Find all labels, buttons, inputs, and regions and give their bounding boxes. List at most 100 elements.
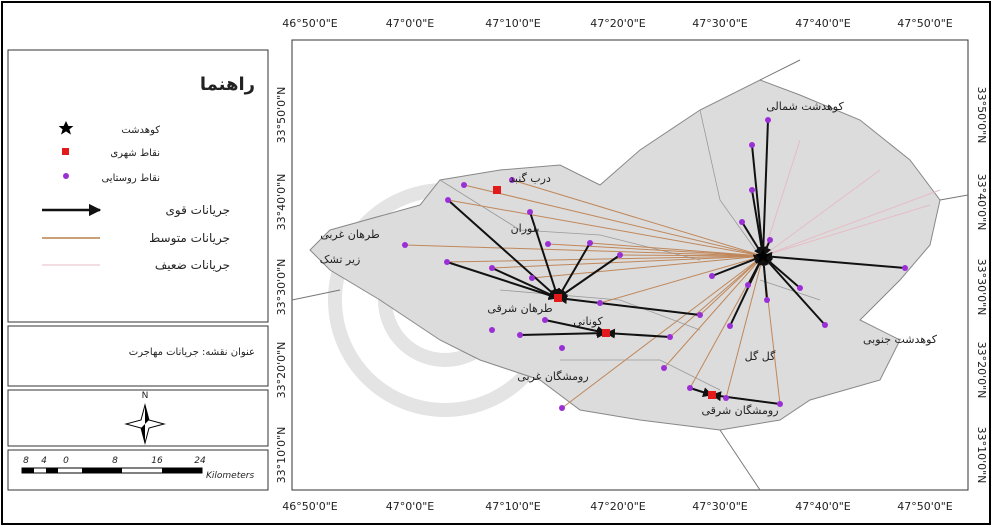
legend-square — [62, 148, 69, 155]
strong-flow — [741, 221, 764, 257]
place-label: گل گل — [745, 350, 776, 363]
village-point — [697, 312, 703, 318]
village-point — [764, 297, 770, 303]
weak-flow — [762, 139, 801, 257]
village-point — [509, 177, 515, 183]
strong-flow — [758, 119, 769, 257]
village-point — [723, 395, 729, 401]
village-point — [687, 385, 693, 391]
scale-label: 8 — [112, 456, 118, 466]
village-point — [461, 182, 467, 188]
legend-label: کوهدشت — [121, 125, 160, 136]
longitude-label: 47°10'0"E — [485, 500, 541, 513]
place-label: کوهدشت جنوبی — [863, 333, 938, 346]
strong-flow — [711, 391, 781, 405]
strong-flow — [762, 255, 826, 326]
village-point — [445, 197, 451, 203]
longitude-label: 47°10'0"E — [485, 17, 541, 30]
medium-flow — [561, 255, 764, 409]
medium-flow — [447, 199, 764, 257]
village-point — [902, 265, 908, 271]
longitude-label: 46°50'0"E — [282, 500, 338, 513]
strong-flow — [762, 251, 906, 269]
medium-flow — [663, 255, 764, 369]
latitude-label: 33°20'0"N — [975, 342, 988, 399]
strong-flow — [519, 328, 607, 339]
village-point — [517, 332, 523, 338]
village-point — [749, 187, 755, 193]
village-point — [489, 265, 495, 271]
weak-flow — [762, 169, 881, 257]
place-label: طرهان غربی — [320, 228, 380, 241]
place-label: زیر تشک — [320, 253, 361, 266]
strong-flow — [711, 254, 764, 277]
village-point — [739, 219, 745, 225]
longitude-label: 46°50'0"E — [282, 17, 338, 30]
scale-bar — [21, 467, 203, 474]
scale-label: 0 — [63, 456, 69, 466]
village-point — [667, 334, 673, 340]
place-label: درب گنبد — [509, 172, 551, 185]
legend-title: راهنما — [200, 74, 255, 95]
legend-label: جریانات قوی — [166, 203, 230, 218]
scale-unit: Kilometers — [206, 471, 254, 481]
place-label: کونانی — [573, 315, 603, 328]
strong-flow — [544, 319, 607, 337]
village-point — [797, 285, 803, 291]
village-point — [545, 241, 551, 247]
medium-flow — [599, 255, 764, 304]
north-box — [7, 389, 269, 447]
longitude-label: 47°20'0"E — [590, 17, 646, 30]
village-point — [402, 242, 408, 248]
latitude-label: 33°50'0"N — [975, 87, 988, 144]
medium-flow — [446, 255, 764, 263]
medium-flow — [547, 243, 764, 257]
north-label: N — [142, 391, 149, 401]
place-label: رومشگان غربی — [517, 370, 588, 383]
longitude-label: 47°40'0"E — [795, 17, 851, 30]
village-point — [822, 322, 828, 328]
village-point — [765, 117, 771, 123]
north-fill — [141, 405, 149, 443]
place-label: طرهان شرقی — [487, 302, 553, 315]
legend-label: نقاط شهری — [110, 148, 160, 159]
scale-label: 8 — [23, 456, 29, 466]
latitude-label: 33°10'0"N — [975, 427, 988, 484]
strong-flow — [751, 189, 767, 257]
medium-flow — [589, 242, 764, 257]
village-point — [529, 275, 535, 281]
medium-flow — [511, 179, 764, 257]
city-point — [554, 294, 562, 302]
longitude-label: 47°20'0"E — [590, 500, 646, 513]
place-label: کوهدشت شمالی — [766, 100, 844, 113]
medium-flow — [619, 254, 764, 257]
legend-label: جریانات ضعیف — [155, 258, 230, 273]
medium-flow — [725, 255, 764, 399]
legend-dot — [63, 173, 69, 179]
medium-flow — [531, 255, 764, 279]
village-point — [661, 365, 667, 371]
medium-flow — [463, 184, 764, 257]
city-point — [493, 186, 501, 194]
longitude-label: 47°50'0"E — [897, 17, 953, 30]
city-point — [708, 391, 716, 399]
legend-box — [7, 49, 269, 323]
longitude-label: 47°30'0"E — [692, 17, 748, 30]
outer-borders — [291, 59, 969, 491]
village-point — [767, 237, 773, 243]
strong-flow — [557, 254, 621, 299]
village-point — [727, 323, 733, 329]
village-point — [597, 300, 603, 306]
latitude-label: 33°40'0"N — [975, 174, 988, 231]
longitude-label: 47°0'0"E — [386, 17, 435, 30]
title-box — [7, 325, 269, 387]
strong-flow — [751, 144, 768, 257]
medium-flow — [669, 255, 764, 338]
latitude-label: 33°30'0"N — [975, 259, 988, 316]
village-point — [617, 252, 623, 258]
strong-flow — [491, 267, 559, 299]
legend-label: جریانات متوسط — [149, 231, 230, 246]
place-label: رومشگان شرقی — [701, 404, 778, 417]
latitude-label: 33°30'0"N — [275, 259, 288, 316]
